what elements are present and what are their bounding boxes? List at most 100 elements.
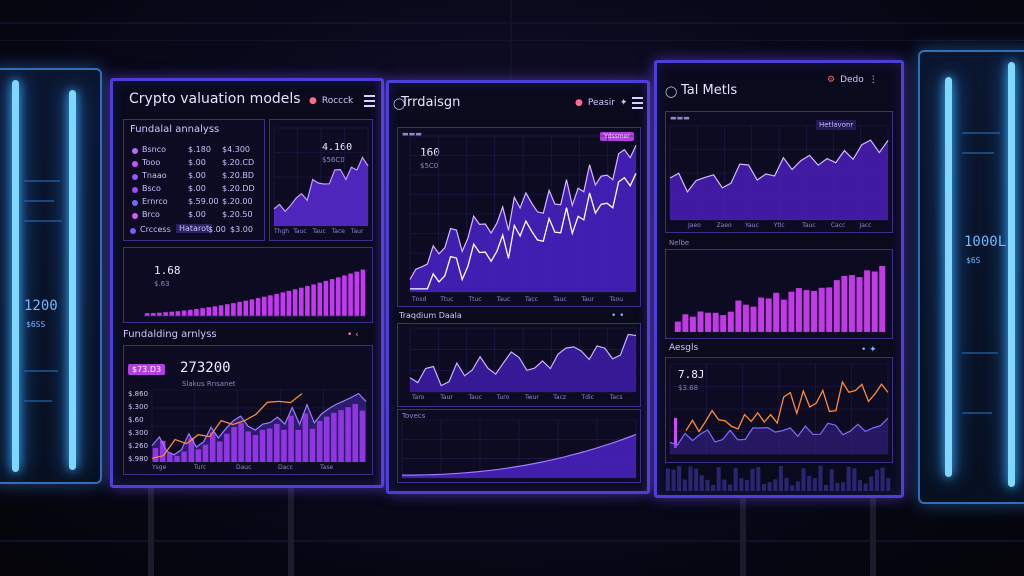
asset-row[interactable]: Tnaao $.00 $.20.BD (124, 170, 264, 183)
chart-caption: ▬▬▬ (402, 130, 422, 138)
tick-label: Turc (194, 464, 207, 471)
strip-bar (857, 480, 862, 491)
strip-bar (705, 479, 710, 491)
monitor1-title: Crypto valuation models (129, 91, 301, 107)
monitor1-header-control-label[interactable]: Roccck (321, 96, 354, 106)
low-line (669, 417, 889, 446)
bar (856, 277, 863, 332)
y-tick-label: $.980 (128, 455, 149, 463)
bar (212, 306, 218, 316)
bar (259, 429, 266, 462)
asset-row[interactable]: Ernrco $.59.00 $.20.00 (124, 196, 264, 209)
main-area (410, 145, 636, 292)
asset-value: $.20.CD (222, 158, 255, 167)
strip-bar (886, 477, 891, 491)
mini-area (274, 157, 368, 226)
bottom-area (402, 434, 636, 478)
asset-dot-icon (130, 228, 136, 234)
refresh-icon[interactable]: ◯ (665, 85, 678, 98)
mid-line-chart (409, 327, 637, 393)
tick-label: Tnsd (412, 296, 427, 303)
wall-line (0, 40, 1024, 41)
tick-label: Taur (350, 228, 364, 235)
menu-icon[interactable] (364, 95, 376, 107)
refresh-icon[interactable]: ◯ (393, 97, 406, 110)
bar (788, 291, 795, 332)
bar (302, 413, 309, 462)
bar (360, 269, 366, 316)
section2-controls[interactable]: • ‹ (347, 330, 359, 340)
strip-bar (728, 484, 733, 491)
y-axis-labels: $.860 $.300 $.60 $.300 $.260 $.980 (128, 390, 168, 470)
tick-label: Tase (320, 464, 334, 471)
asset-row[interactable]: Bsnco $.180 $4.300 (124, 144, 264, 157)
asset-value: $.20.00 (222, 197, 253, 206)
marker-bar (674, 418, 677, 448)
bar (750, 306, 757, 332)
section3-controls[interactable]: • ✦ (861, 345, 877, 355)
strip-bar (784, 477, 789, 491)
top-tag[interactable]: Hetlavonr (816, 120, 857, 130)
bar (188, 438, 194, 462)
asset-footer-row: Crccess Hatarot $.00 $3.00 (124, 224, 264, 237)
right-panel-line (962, 412, 992, 414)
wall-line (510, 0, 512, 80)
footer-button[interactable]: Hatarot (176, 224, 213, 233)
bar (352, 403, 358, 462)
strip-bar (688, 466, 693, 491)
bar (238, 423, 244, 462)
asset-row[interactable]: Brco $.00 $.20.50 (124, 209, 264, 222)
strip-bar (671, 469, 676, 491)
strip-bar (880, 467, 885, 491)
mid-label: Nelbe (669, 239, 690, 247)
main-tag[interactable]: Ydssmer (600, 132, 634, 141)
main-line-chart (409, 135, 637, 293)
highlight-tag[interactable]: $73.D3 (128, 364, 166, 375)
mid-area (410, 334, 636, 392)
alert-icon[interactable]: ● (575, 98, 583, 108)
right-panel-line (962, 132, 1000, 134)
pin-icon[interactable]: ✦ (619, 98, 628, 108)
monitor2-header-control-label[interactable]: Peasir (587, 98, 615, 108)
more-icon[interactable]: ⋮ (868, 75, 878, 85)
bar (848, 275, 855, 332)
asset-value: $.00 (188, 171, 206, 180)
monitor2-header-controls[interactable]: ● Peasir ✦ (575, 97, 644, 109)
bar (689, 316, 696, 332)
monitor3-header-controls[interactable]: ⚙ Dedo ⋮ (827, 75, 878, 85)
tick-label: Taur (440, 394, 453, 401)
section2-controls[interactable]: • • (611, 311, 625, 321)
footer-value: $.00 (208, 225, 226, 234)
mid-bar-panel (665, 249, 893, 339)
wall-line (0, 22, 1024, 24)
monitor3-header-control-label[interactable]: Dedo (840, 75, 864, 85)
menu-icon[interactable] (632, 97, 644, 109)
section2-title: Traqdium Daala (399, 311, 462, 320)
bar (237, 301, 242, 316)
asset-name: Bsnco (142, 145, 167, 154)
asset-value: $.00 (188, 210, 206, 219)
strip-bar (852, 468, 857, 491)
monitor2-title: Trrdaisgn (401, 95, 461, 110)
tick-label: Zaeo (716, 222, 732, 229)
tick-label: Jacc (859, 222, 872, 229)
asset-row[interactable]: Bsco $.00 $.20.DD (124, 183, 264, 196)
tick-label: Jaeo (688, 222, 701, 229)
asset-row[interactable]: Tooo $.00 $.20.CD (124, 157, 264, 170)
bar-chart-panel: 1.68 $.63 (123, 247, 373, 323)
bell-icon[interactable]: ● (309, 96, 317, 106)
bar (195, 449, 202, 462)
monitor1-header-controls[interactable]: ● Roccck (309, 95, 376, 107)
asset-name: Brco (142, 210, 160, 219)
tick-label: Dacc (278, 464, 293, 471)
strip-bar (733, 467, 738, 491)
left-light-panel: 1200 $6SS (0, 68, 102, 484)
strip-bar (807, 476, 812, 491)
strip-bar (665, 468, 670, 491)
bar (780, 299, 787, 332)
mini-chart-ticks: Thgh Tauc Tauc Tace Taur (274, 228, 370, 238)
left-panel-value: 1200 (24, 298, 58, 314)
bar (795, 288, 802, 332)
bar (758, 297, 765, 332)
settings-icon[interactable]: ⚙ (827, 75, 836, 85)
